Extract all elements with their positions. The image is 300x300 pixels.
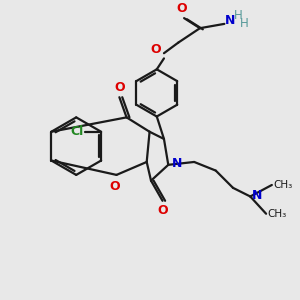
Text: O: O — [114, 81, 125, 94]
Text: N: N — [172, 157, 182, 170]
Text: O: O — [157, 204, 168, 217]
Text: H: H — [234, 9, 243, 22]
Text: O: O — [150, 43, 160, 56]
Text: N: N — [225, 14, 235, 27]
Text: O: O — [176, 2, 187, 15]
Text: Cl: Cl — [70, 125, 83, 138]
Text: H: H — [240, 17, 249, 30]
Text: CH₃: CH₃ — [268, 209, 287, 219]
Text: O: O — [110, 180, 120, 193]
Text: CH₃: CH₃ — [274, 180, 293, 190]
Text: N: N — [252, 188, 262, 202]
